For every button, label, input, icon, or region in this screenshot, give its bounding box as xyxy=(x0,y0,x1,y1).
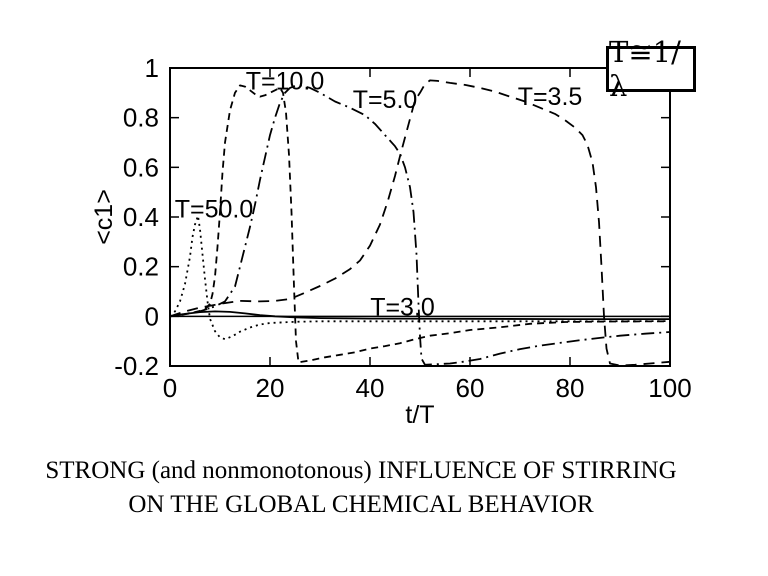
curve-t-50-0 xyxy=(169,214,671,341)
y-tick-label: 0 xyxy=(145,301,159,331)
curve-t-3-5 xyxy=(169,79,671,367)
x-tick-label: 80 xyxy=(556,373,585,403)
y-tick-label: 0.2 xyxy=(123,252,159,282)
caption-line-2: ON THE GLOBAL CHEMICAL BEHAVIOR xyxy=(128,491,594,518)
y-tick-label: 0.4 xyxy=(123,202,159,232)
y-tick-label: -0.2 xyxy=(114,351,159,381)
y-tick-label: 0.8 xyxy=(123,103,159,133)
x-tick-label: 40 xyxy=(356,373,385,403)
curve-label-t-5-0: T=5.0 xyxy=(353,86,418,114)
y-tick-label: 1 xyxy=(145,53,159,83)
curve-label-t-10-0: T=10.0 xyxy=(246,67,325,95)
y-tick-label: 0.6 xyxy=(123,152,159,182)
legend-label: T≅1/λ xyxy=(609,35,681,103)
curve-t-10-0 xyxy=(169,84,671,364)
chart: 0 20 40 60 80 100-0.200.20.40.60.81 T=10.0T=5.… xyxy=(90,53,692,429)
x-tick-label: 0 xyxy=(163,373,177,403)
y-axis-label: <c1> xyxy=(90,189,118,245)
caption-line-1: STRONG (and nonmonotonous) INFLUENCE OF … xyxy=(45,457,677,484)
legend-box: T≅1/λ xyxy=(606,35,696,103)
x-axis-label: t/T xyxy=(405,401,434,429)
curve-label-t-3-0: T=3.0 xyxy=(370,293,435,321)
curve-label-t-50-0: T=50.0 xyxy=(175,195,254,223)
curve-label-t-3-5: T=3.5 xyxy=(518,83,583,111)
x-tick-label: 100 xyxy=(648,373,691,403)
figure-caption: STRONG (and nonmonotonous) INFLUENCE OF … xyxy=(0,454,722,522)
curve-t-3-0 xyxy=(169,310,670,320)
x-tick-label: 60 xyxy=(456,373,485,403)
x-tick-label: 20 xyxy=(256,373,285,403)
curve-t-5-0 xyxy=(169,84,671,366)
